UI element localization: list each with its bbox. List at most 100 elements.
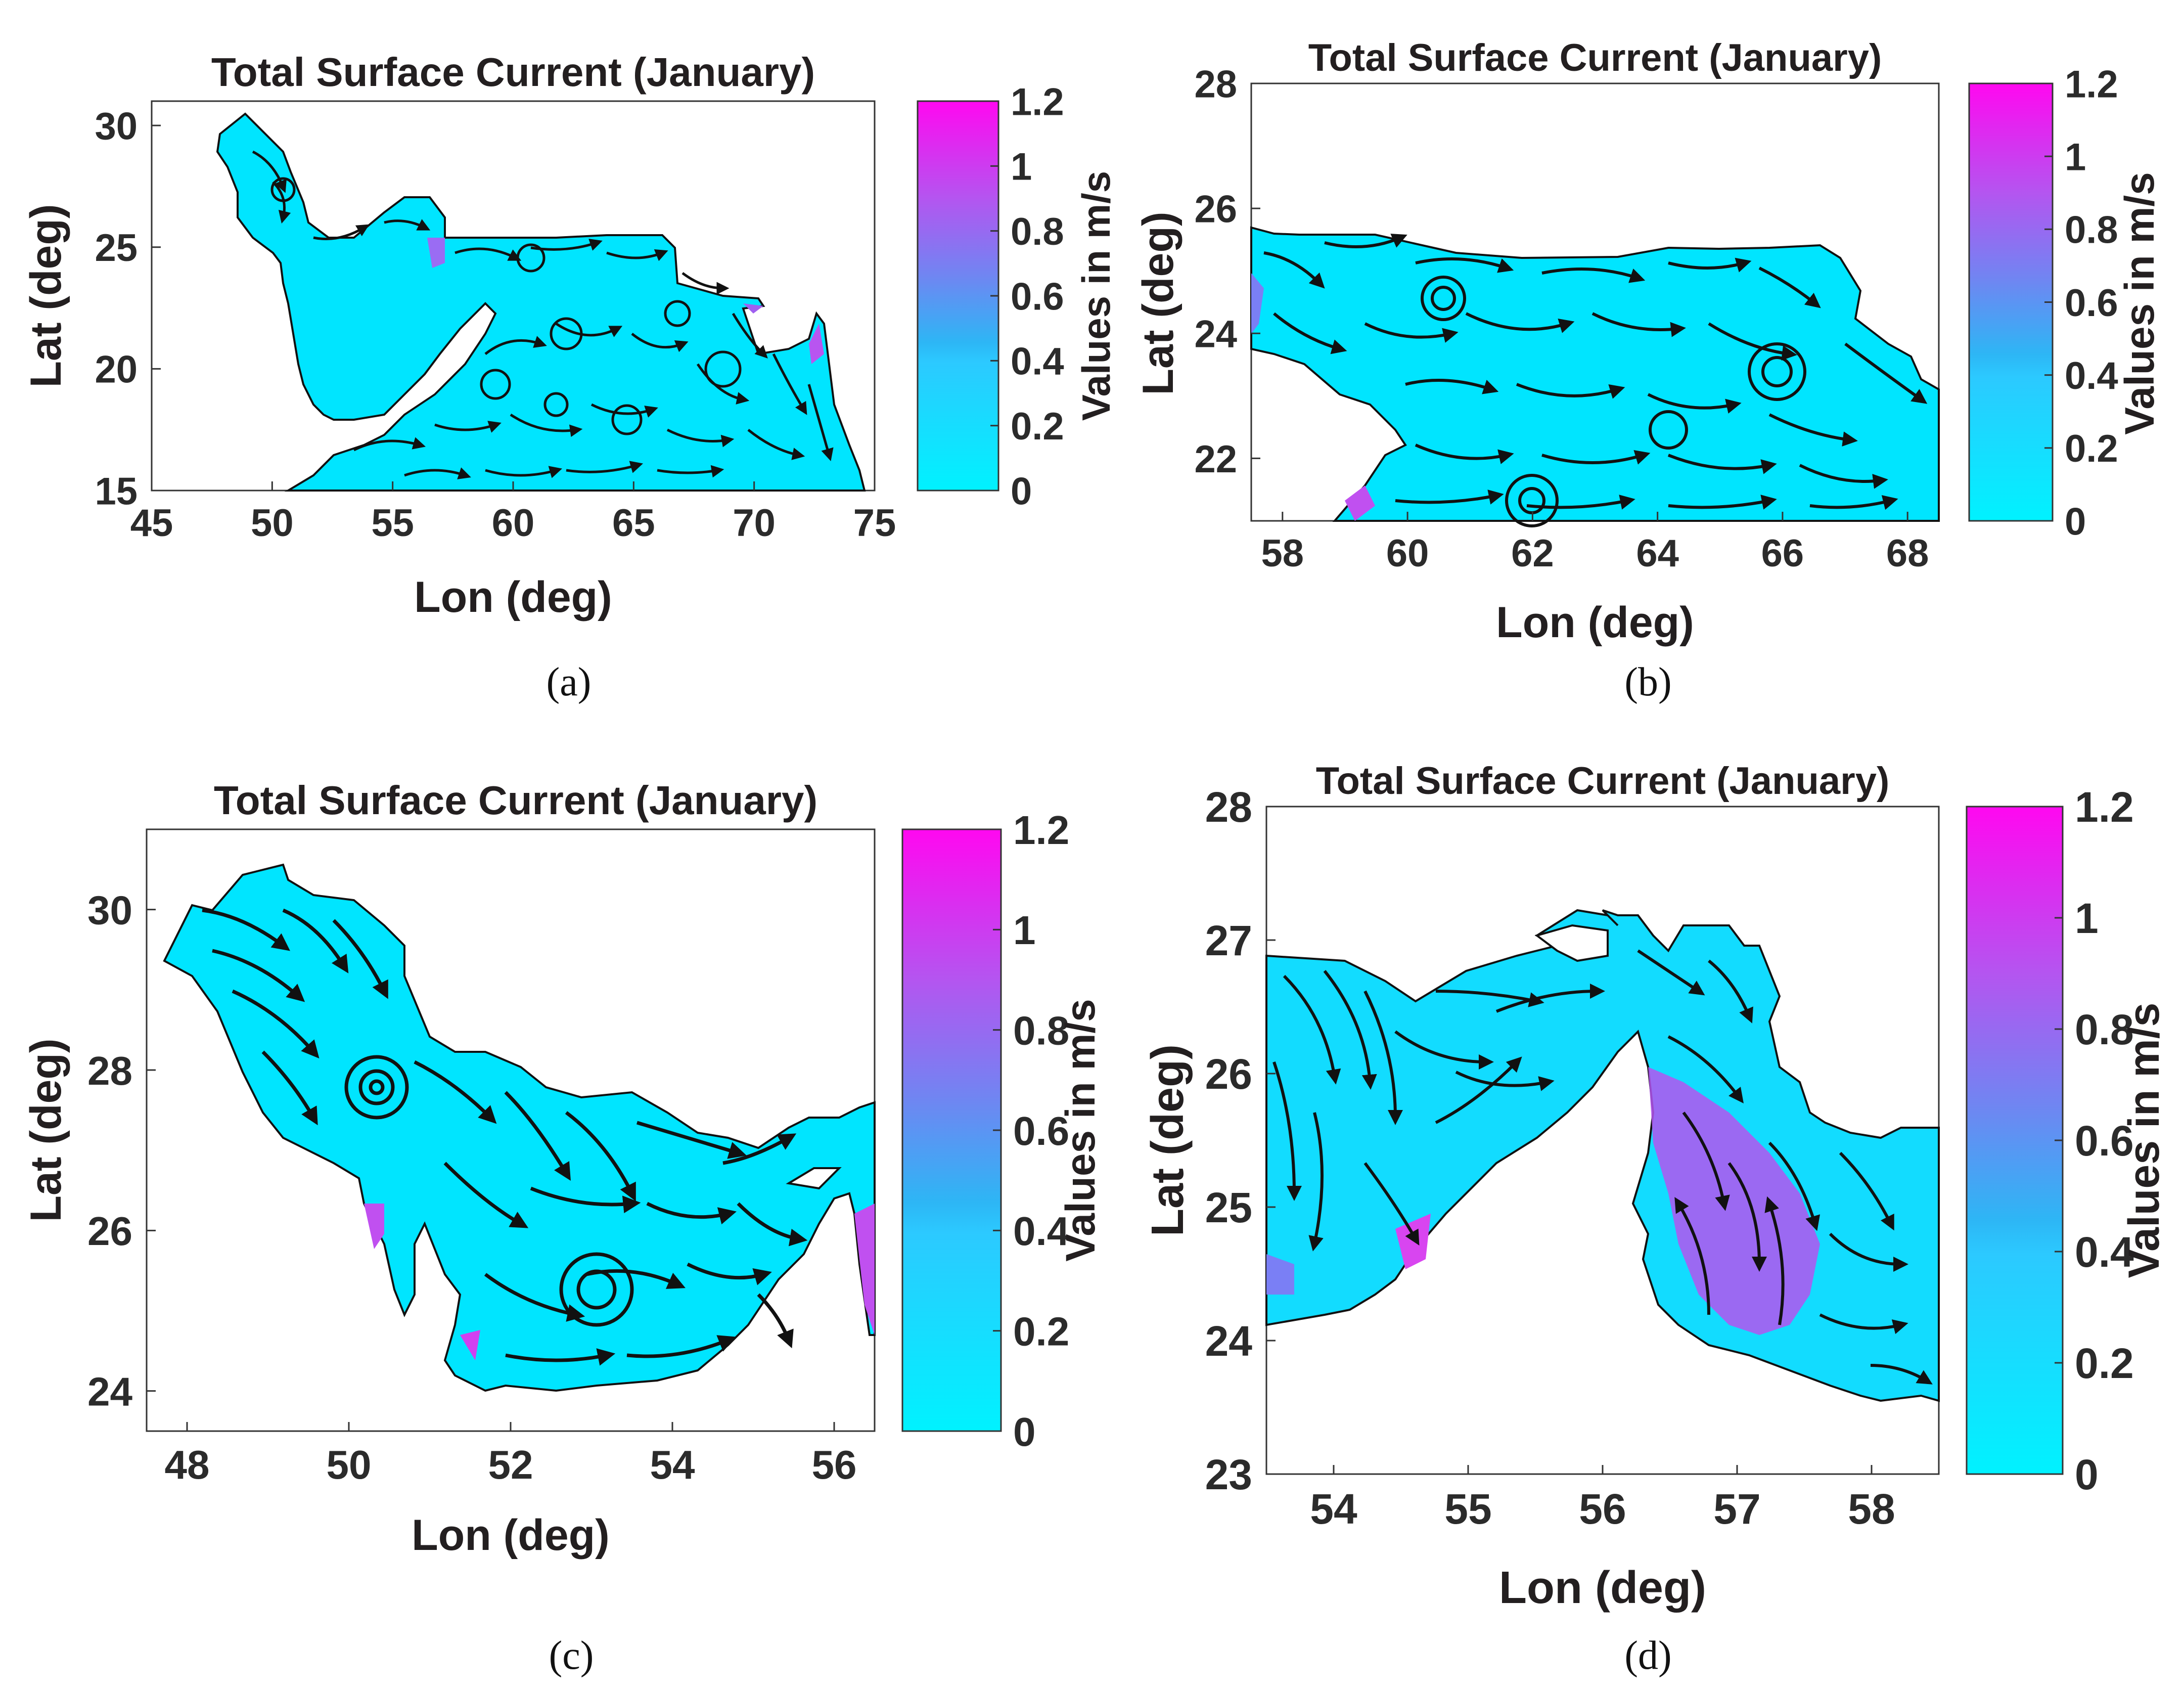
y-tick-label: 24 (1194, 313, 1237, 356)
high-speed-patch (1345, 485, 1375, 521)
streamlines (202, 908, 808, 1366)
colorbar-tick-label: 0.6 (1013, 1108, 1069, 1153)
colorbar-tick-label: 0 (2075, 1451, 2099, 1498)
colorbar-tick-label: 0.2 (2065, 427, 2118, 470)
panel-c: 48 50 52 54 56 24 26 28 30 Total Surface Curren… (22, 778, 1104, 1678)
colorbar (1968, 82, 2054, 522)
colorbar (1966, 806, 2064, 1475)
colorbar-tick-label: 1 (1013, 908, 1036, 953)
y-tick-label: 15 (95, 470, 138, 513)
y-tick-label: 26 (1205, 1050, 1252, 1098)
panel-caption: (b) (1624, 660, 1671, 704)
x-tick-label: 56 (1579, 1485, 1626, 1533)
y-tick-label: 30 (87, 887, 132, 932)
colorbar-tick-label: 0.8 (2065, 209, 2118, 252)
colorbar-tick-label: 1 (2075, 895, 2099, 942)
y-axis-label: Lat (deg) (1134, 211, 1182, 395)
y-tick-label: 28 (1205, 783, 1252, 831)
colorbar-tick-label: 0.2 (1013, 1309, 1069, 1354)
chart-title: Total Surface Current (January) (1308, 36, 1882, 79)
y-tick-label: 23 (1205, 1451, 1252, 1498)
high-speed-region (1648, 1067, 1820, 1335)
x-tick-label: 55 (371, 502, 414, 545)
colorbar-tick-label: 1.2 (1011, 80, 1064, 123)
y-axis-label: Lat (deg) (22, 1038, 70, 1222)
colorbar-label: Values in m/s (2117, 172, 2163, 435)
land-island (1534, 924, 1609, 962)
colorbar-tick-label: 0.6 (2065, 282, 2118, 325)
panel-caption: (d) (1624, 1633, 1671, 1678)
colorbar-tick-label: 0.4 (1011, 340, 1064, 383)
colorbar (901, 828, 1002, 1432)
colorbar-tick-label: 1.2 (2065, 63, 2118, 106)
panel-caption: (a) (547, 660, 592, 704)
x-axis-label: Lon (deg) (414, 573, 612, 621)
eddies (1421, 276, 1806, 527)
colorbar-tick-label: 0 (1013, 1409, 1036, 1454)
high-speed-patch (1251, 273, 1264, 334)
panel-caption: (c) (549, 1633, 594, 1678)
sea-region (163, 863, 876, 1392)
panel-b: 58 60 62 64 66 68 22 24 26 28 Total Surface Curr… (1134, 36, 2163, 704)
y-tick-label: 26 (87, 1209, 132, 1254)
colorbar-tick-label: 0.6 (1011, 275, 1064, 318)
x-tick-label: 50 (327, 1442, 372, 1487)
y-tick-label: 20 (95, 348, 138, 391)
x-tick-label: 57 (1713, 1485, 1760, 1533)
x-tick-label: 50 (251, 502, 294, 545)
colorbar-tick-label: 1.2 (2075, 783, 2134, 831)
x-tick-label: 56 (812, 1442, 857, 1487)
y-tick-label: 24 (1205, 1317, 1253, 1365)
colorbar-label: Values in m/s (1074, 171, 1118, 421)
colorbar-tick-label: 1 (2065, 136, 2086, 179)
x-tick-label: 45 (130, 502, 173, 545)
x-tick-label: 58 (1848, 1485, 1895, 1533)
y-tick-label: 28 (1194, 63, 1237, 106)
x-tick-label: 75 (853, 502, 896, 545)
panel-d: 54 55 56 57 58 23 24 25 26 27 28 Total Surface Cu… (1143, 760, 2168, 1678)
y-tick-label: 25 (95, 227, 138, 270)
y-axis-label: Lat (deg) (1143, 1044, 1193, 1236)
chart-title: Total Surface Current (January) (1316, 760, 1890, 803)
x-axis-label: Lon (deg) (412, 1511, 610, 1560)
chart-title: Total Surface Current (January) (211, 50, 815, 95)
y-tick-label: 30 (95, 105, 138, 148)
colorbar-tick-label: 0 (2065, 500, 2086, 543)
y-tick-label: 25 (1205, 1184, 1252, 1231)
x-tick-label: 58 (1261, 532, 1304, 575)
colorbar-tick-label: 1 (1011, 146, 1032, 189)
y-tick-label: 22 (1194, 438, 1237, 481)
x-axis-label: Lon (deg) (1496, 598, 1694, 647)
y-tick-label: 24 (87, 1369, 132, 1414)
sea-region (216, 112, 866, 492)
colorbar (917, 100, 999, 492)
x-tick-label: 68 (1886, 532, 1929, 575)
land-island (786, 1167, 842, 1190)
high-speed-patch (460, 1330, 480, 1360)
high-speed-patch (809, 324, 824, 364)
colorbar-label: Values in m/s (2120, 1003, 2168, 1278)
streamlines (252, 150, 834, 479)
x-tick-label: 62 (1511, 532, 1554, 575)
x-tick-label: 54 (1310, 1485, 1357, 1533)
streamlines (1272, 949, 1933, 1385)
x-axis-label: Lon (deg) (1499, 1563, 1706, 1613)
colorbar-tick-label: 0.4 (1013, 1209, 1070, 1254)
x-tick-label: 64 (1636, 532, 1679, 575)
chart-title: Total Surface Current (January) (214, 778, 817, 823)
y-axis-label: Lat (deg) (22, 204, 70, 387)
colorbar-tick-label: 0.8 (2075, 1006, 2134, 1053)
x-tick-label: 70 (733, 502, 776, 545)
colorbar-tick-label: 1.2 (1013, 808, 1069, 853)
high-speed-patch (854, 1204, 875, 1335)
streamlines (1263, 234, 1928, 510)
x-tick-label: 66 (1761, 532, 1804, 575)
panel-a: 45 50 55 60 65 70 75 15 20 25 30 Total Surface Cu… (22, 50, 1118, 704)
high-speed-patch (1266, 1254, 1294, 1295)
high-speed-patch (743, 303, 763, 314)
colorbar-tick-label: 0.8 (1013, 1008, 1069, 1053)
y-tick-label: 27 (1205, 917, 1252, 964)
colorbar-tick-label: 0.6 (2075, 1117, 2134, 1165)
colorbar-tick-label: 0 (1011, 470, 1032, 513)
